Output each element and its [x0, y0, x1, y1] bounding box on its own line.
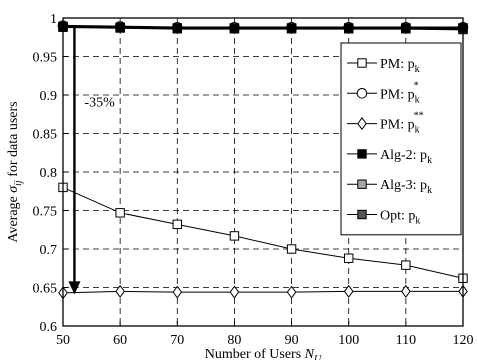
legend-box [340, 42, 462, 236]
y-tick-label: 0.65 [33, 282, 58, 297]
y-tick-label: 1 [50, 12, 57, 27]
y-tick-label: 0.7 [40, 243, 58, 258]
series-0-point [115, 208, 125, 218]
series-0-point [229, 231, 240, 241]
y-tick-label: 0.75 [33, 205, 58, 220]
legend-label: Alg-3: pk [380, 178, 432, 196]
series-line-0 [62, 186, 464, 279]
legend-entry: PM: pk [347, 57, 420, 75]
legend-marker [357, 209, 367, 220]
legend: PM: pk PM: pk* PM: pk** Alg-2: pk Alg-3: pk O… [340, 42, 462, 236]
x-axis-label: Number of Users NU [205, 347, 322, 360]
series-3-point [229, 23, 240, 33]
legend-marker [357, 117, 367, 131]
x-tick-label: 60 [113, 333, 127, 348]
series-3-point [286, 23, 297, 33]
y-tick-label: 0.95 [33, 51, 58, 66]
y-axis-label: Average σij for data users [6, 101, 24, 242]
x-tick-label: 100 [338, 333, 359, 348]
series-line-2 [62, 290, 463, 294]
x-tick-label: 50 [56, 333, 70, 348]
x-tick-label: 70 [170, 333, 184, 348]
series-0-point [286, 244, 297, 254]
x-tick-labels: 50 60 70 80 90 100 110 120 [56, 333, 474, 348]
legend-label: PM: pk* [380, 80, 420, 105]
legend-marker [357, 58, 367, 68]
x-tick-label: 120 [453, 333, 474, 348]
series-3-point [115, 22, 125, 32]
series-0-point [344, 253, 354, 263]
series-2-point [115, 284, 125, 298]
legend-entry: Alg-2: pk [347, 148, 432, 166]
reduction-label: -35% [84, 96, 115, 111]
series-0-point [172, 219, 182, 230]
x-tick-label: 80 [227, 333, 241, 348]
arrow-head [68, 281, 81, 295]
y-tick-label: 0.8 [40, 166, 58, 181]
legend-entry: Opt: pk [347, 209, 420, 227]
series-3-point [344, 23, 354, 33]
series-2-point [401, 284, 411, 298]
legend-marker [357, 149, 367, 159]
series-2-point [343, 284, 354, 298]
legend-entry: PM: pk* [347, 80, 420, 105]
series-0-point [401, 260, 411, 270]
y-tick-label: 0.85 [33, 128, 58, 143]
series-2-point [172, 285, 183, 299]
legend-label: Alg-2: pk [380, 148, 432, 166]
series-line-3 [62, 25, 463, 29]
reduction-annotation: -35% [68, 25, 115, 295]
series-2-point [286, 285, 297, 299]
series-lines [62, 24, 464, 294]
legend-label: Opt: pk [380, 209, 420, 227]
y-tick-label: 0.6 [40, 320, 58, 335]
series-3-point [172, 23, 182, 33]
legend-entry: Alg-3: pk [347, 178, 432, 196]
series-3-point [401, 23, 411, 33]
legend-marker [356, 88, 368, 99]
legend-marker [357, 179, 367, 189]
y-tick-labels: 0.6 0.65 0.7 0.75 0.8 0.85 0.9 0.95 1 [33, 12, 58, 335]
series-2-point [229, 285, 240, 299]
plot-frame [62, 17, 464, 327]
legend-label: PM: pk [380, 57, 420, 75]
x-tick-label: 90 [285, 333, 299, 348]
y-tick-label: 0.9 [40, 89, 58, 104]
legend-entry: PM: pk** [347, 111, 424, 136]
legend-label: PM: pk** [380, 111, 424, 136]
x-tick-label: 110 [396, 333, 416, 348]
